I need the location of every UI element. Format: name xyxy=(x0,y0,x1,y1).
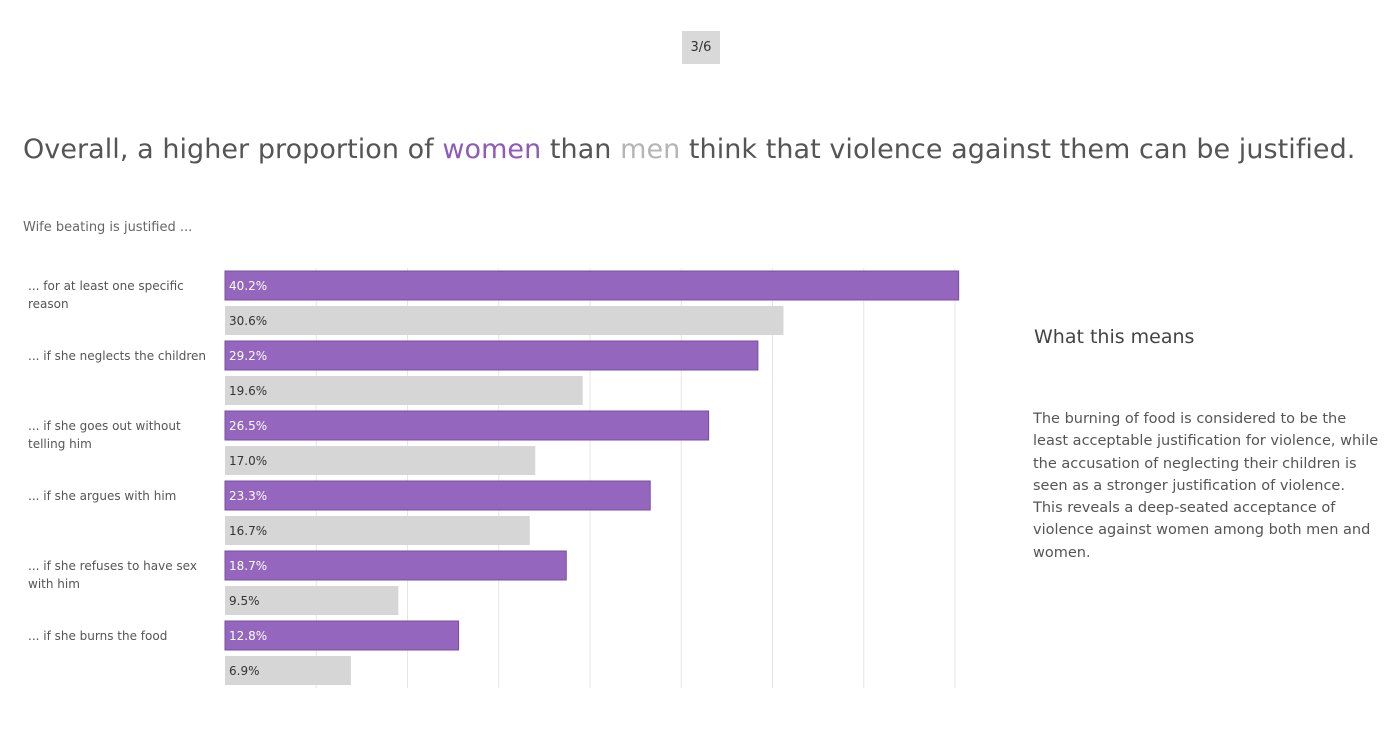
data-label: 40.2% xyxy=(229,279,267,293)
data-label: 12.8% xyxy=(229,629,267,643)
headline-part2: than xyxy=(541,134,621,165)
gridlines xyxy=(315,268,956,688)
data-label: 19.6% xyxy=(229,384,267,398)
category-label: ... if she goes out without telling him xyxy=(28,419,181,451)
headline-part1: Overall, a higher proportion of xyxy=(23,134,443,165)
bar-men[interactable] xyxy=(225,446,536,475)
headline-part3: think that violence against them can be … xyxy=(680,134,1356,165)
side-panel-paragraph: The burning of food is considered to be … xyxy=(1033,411,1379,494)
data-label: 23.3% xyxy=(229,489,267,503)
bar-men[interactable] xyxy=(225,586,399,615)
bar-women[interactable] xyxy=(224,270,960,301)
category-label: ... if she neglects the children xyxy=(28,349,207,363)
side-panel-title: What this means xyxy=(1034,326,1195,348)
bar-men[interactable] xyxy=(225,306,784,335)
category-label: ... if she burns the food xyxy=(28,629,168,643)
side-panel-paragraph: This reveals a deep-seated acceptance of… xyxy=(1033,500,1371,561)
bar-men[interactable] xyxy=(225,376,583,405)
data-label: 17.0% xyxy=(229,454,267,468)
bars: 40.2% 30.6% 29.2% 19.6% 26.5% 17.0% 23.3% 16.7%… xyxy=(224,270,960,685)
bar-women[interactable] xyxy=(224,410,710,441)
page-indicator[interactable]: 3/6 xyxy=(682,31,720,64)
headline-men-highlight: men xyxy=(620,134,681,165)
category-label: ... for at least one specific reason xyxy=(28,279,184,311)
bar-women[interactable] xyxy=(224,620,460,651)
bar-women[interactable] xyxy=(224,340,759,371)
bar-women[interactable] xyxy=(224,550,567,581)
data-label: 30.6% xyxy=(229,314,267,328)
side-panel-text: The burning of food is considered to be … xyxy=(1033,408,1383,564)
data-label: 18.7% xyxy=(229,559,267,573)
data-label: 9.5% xyxy=(229,594,260,608)
category-label: ... if she argues with him xyxy=(28,489,177,503)
headline-women-highlight: women xyxy=(442,134,542,165)
data-label: 29.2% xyxy=(229,349,267,363)
bar-men[interactable] xyxy=(225,516,530,545)
data-label: 6.9% xyxy=(229,664,260,678)
bar-men[interactable] xyxy=(225,656,351,685)
bar-chart: 40.2% 30.6% 29.2% 19.6% 26.5% 17.0% 23.3% 16.7%… xyxy=(224,268,960,688)
bar-women[interactable] xyxy=(224,480,651,511)
category-label: ... if she refuses to have sex with him xyxy=(28,559,197,591)
data-label: 26.5% xyxy=(229,419,267,433)
data-label: 16.7% xyxy=(229,524,267,538)
headline: Overall, a higher proportion of women th… xyxy=(23,134,1355,165)
chart-subtitle: Wife beating is justified ... xyxy=(23,220,193,235)
